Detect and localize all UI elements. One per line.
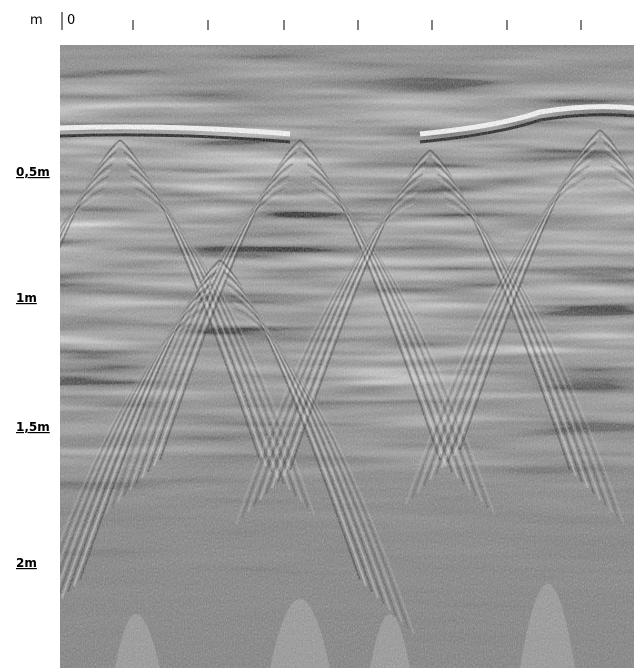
scale-origin: 0 [67, 13, 75, 28]
depth-label: 1m [16, 291, 37, 305]
radargram-image [60, 45, 634, 668]
depth-label: 0,5m [16, 165, 50, 179]
depth-label: 1,5m [16, 420, 50, 434]
scale-unit: m [30, 13, 43, 28]
depth-label: 2m [16, 556, 37, 570]
scale-ticks [132, 20, 582, 30]
